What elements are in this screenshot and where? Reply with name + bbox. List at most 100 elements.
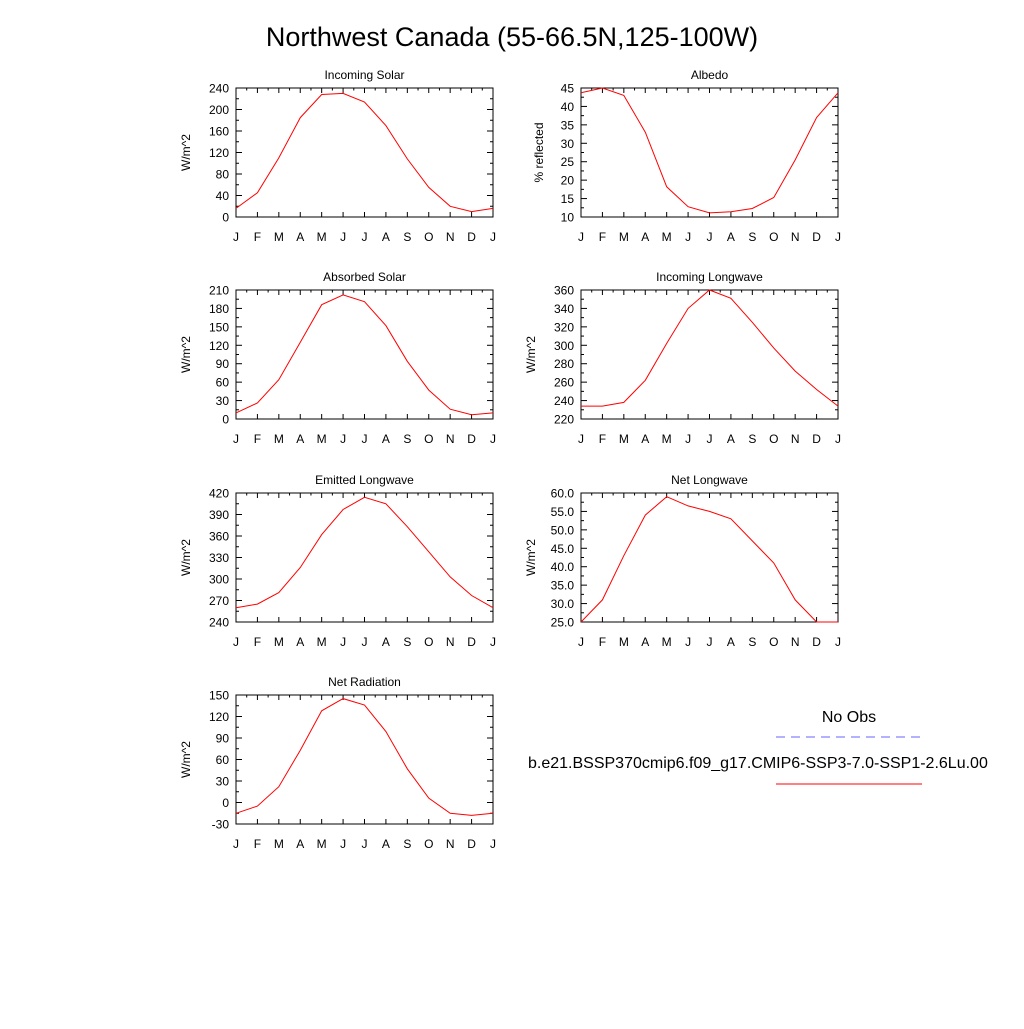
x-tick-label: A: [382, 837, 390, 851]
x-tick-label: A: [382, 432, 390, 446]
y-tick-label: 150: [209, 689, 229, 703]
x-tick-label: O: [769, 230, 778, 244]
figure-title: Northwest Canada (55-66.5N,125-100W): [266, 22, 758, 52]
y-tick-label: 45: [561, 82, 575, 96]
y-tick-label: 150: [209, 320, 229, 334]
x-tick-label: N: [446, 432, 455, 446]
plot-frame: [235, 694, 494, 825]
y-tick-label: 25: [561, 155, 575, 169]
y-tick-label: 80: [216, 168, 230, 182]
y-tick-label: 200: [209, 103, 229, 117]
x-tick-label: D: [467, 837, 476, 851]
legend-model-label: b.e21.BSSP370cmip6.f09_g17.CMIP6-SSP3-7.…: [528, 755, 988, 772]
x-tick-label: S: [403, 432, 411, 446]
x-tick-label: D: [467, 230, 476, 244]
x-tick-label: D: [812, 432, 821, 446]
y-tick-label: 45.0: [551, 542, 575, 556]
plot-frame: [235, 289, 494, 420]
x-tick-label: J: [362, 635, 368, 649]
x-tick-label: M: [274, 837, 284, 851]
x-tick-label: O: [769, 635, 778, 649]
x-tick-label: J: [340, 837, 346, 851]
x-tick-label: M: [662, 635, 672, 649]
x-tick-label: A: [382, 635, 390, 649]
y-axis-label: W/m^2: [524, 539, 538, 576]
x-tick-label: S: [748, 432, 756, 446]
x-tick-label: J: [835, 230, 841, 244]
y-tick-label: 280: [554, 357, 574, 371]
y-tick-label: 15: [561, 192, 575, 206]
x-tick-label: M: [317, 837, 327, 851]
chart-title: Net Radiation: [328, 675, 401, 689]
x-tick-label: J: [578, 432, 584, 446]
x-tick-label: D: [467, 635, 476, 649]
x-tick-label: J: [340, 230, 346, 244]
y-tick-label: 180: [209, 302, 229, 316]
x-tick-label: F: [254, 635, 261, 649]
x-tick-label: A: [727, 432, 735, 446]
plot-frame: [580, 289, 839, 420]
x-tick-label: N: [446, 230, 455, 244]
x-tick-label: S: [403, 635, 411, 649]
y-tick-label: 0: [222, 413, 229, 427]
y-tick-label: 120: [209, 146, 229, 160]
x-tick-label: N: [791, 635, 800, 649]
series-line: [580, 496, 838, 623]
x-tick-label: M: [274, 635, 284, 649]
x-tick-label: M: [619, 635, 629, 649]
y-tick-label: 60: [216, 376, 230, 390]
y-tick-label: 340: [554, 302, 574, 316]
x-tick-label: J: [835, 432, 841, 446]
x-tick-label: J: [707, 230, 713, 244]
plot-frame: [235, 492, 494, 623]
y-axis-label: W/m^2: [179, 539, 193, 576]
y-tick-label: 25.0: [551, 616, 575, 630]
y-tick-label: 300: [209, 573, 229, 587]
plot-frame: [235, 87, 494, 218]
y-tick-label: 20: [561, 174, 575, 188]
x-tick-label: O: [424, 230, 433, 244]
x-tick-label: D: [812, 230, 821, 244]
y-tick-label: 30: [561, 137, 575, 151]
x-tick-label: A: [641, 432, 649, 446]
y-tick-label: -30: [212, 818, 230, 832]
y-tick-label: 420: [209, 487, 229, 501]
x-tick-label: A: [641, 635, 649, 649]
x-tick-label: A: [296, 230, 304, 244]
x-tick-label: N: [791, 230, 800, 244]
x-tick-label: J: [340, 635, 346, 649]
x-tick-label: S: [403, 230, 411, 244]
y-tick-label: 90: [216, 732, 230, 746]
y-tick-label: 0: [222, 211, 229, 225]
y-tick-label: 240: [209, 616, 229, 630]
x-tick-label: O: [424, 635, 433, 649]
x-tick-label: J: [233, 635, 239, 649]
x-tick-label: F: [599, 230, 606, 244]
y-tick-label: 60.0: [551, 487, 575, 501]
x-tick-label: M: [619, 432, 629, 446]
y-tick-label: 240: [209, 82, 229, 96]
y-tick-label: 120: [209, 710, 229, 724]
x-tick-label: S: [748, 635, 756, 649]
x-tick-label: F: [599, 432, 606, 446]
x-tick-label: J: [685, 432, 691, 446]
legend: No Obs b.e21.BSSP370cmip6.f09_g17.CMIP6-…: [528, 709, 988, 785]
y-tick-label: 10: [561, 211, 575, 225]
x-tick-label: J: [362, 837, 368, 851]
y-tick-label: 30: [216, 775, 230, 789]
x-tick-label: A: [641, 230, 649, 244]
x-tick-label: J: [578, 230, 584, 244]
chart-title: Incoming Longwave: [656, 270, 763, 284]
x-tick-label: N: [446, 635, 455, 649]
x-tick-label: D: [812, 635, 821, 649]
y-tick-label: 160: [209, 125, 229, 139]
series-line: [235, 92, 494, 213]
chart-title: Emitted Longwave: [315, 473, 414, 487]
x-tick-label: J: [362, 432, 368, 446]
y-tick-label: 320: [554, 320, 574, 334]
